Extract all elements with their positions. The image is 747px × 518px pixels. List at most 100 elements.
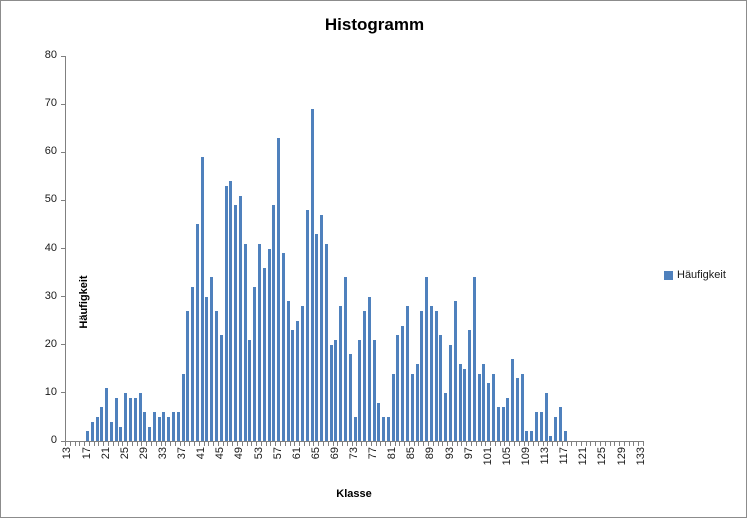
- bar-category-93: [449, 344, 453, 441]
- y-axis-title: Häufigkeit: [78, 275, 90, 329]
- x-tick: [107, 442, 109, 446]
- x-tick: [533, 442, 535, 446]
- x-tick: [141, 442, 143, 446]
- bar-category-74: [358, 339, 362, 441]
- bar-category-96: [463, 368, 467, 441]
- x-tick: [432, 442, 434, 446]
- x-tick: [337, 442, 339, 446]
- bar-category-99: [477, 373, 481, 441]
- x-tick: [566, 442, 568, 446]
- x-tick: [322, 442, 324, 446]
- x-tick-label: 81: [386, 447, 399, 460]
- x-tick: [442, 442, 444, 446]
- y-tick-label: 80: [44, 49, 57, 61]
- x-tick: [327, 442, 329, 446]
- x-tick: [117, 442, 119, 446]
- y-tick-label: 70: [44, 97, 57, 110]
- bar-category-28: [138, 392, 142, 441]
- x-tick-label: 117: [558, 447, 571, 465]
- bar-category-86: [415, 364, 419, 441]
- x-tick: [499, 442, 501, 446]
- bar-category-27: [133, 397, 137, 441]
- bar-category-107: [515, 378, 519, 441]
- x-tick-label: 109: [520, 447, 532, 466]
- x-tick: [528, 442, 530, 446]
- bar-category-81: [391, 373, 395, 441]
- x-tick: [93, 442, 95, 446]
- x-tick-label: 53: [252, 447, 265, 460]
- plot-area: Häufigkeit: [65, 56, 644, 442]
- x-tick: [413, 442, 415, 446]
- legend-swatch-icon: [664, 270, 673, 280]
- bar-category-51: [248, 339, 252, 441]
- x-tick: [260, 442, 262, 446]
- x-tick-label: 69: [328, 447, 341, 460]
- bar-category-115: [554, 416, 558, 441]
- bar-category-40: [195, 224, 199, 441]
- bar-category-35: [171, 412, 175, 441]
- x-tick: [437, 442, 439, 446]
- x-tick: [461, 442, 463, 446]
- x-axis-title: Klasse: [336, 488, 372, 500]
- bar-category-117: [563, 431, 567, 441]
- x-tick-label: 45: [214, 447, 227, 460]
- x-tick: [490, 442, 492, 446]
- bar-category-26: [128, 397, 132, 441]
- x-tick: [576, 442, 578, 446]
- x-tick: [208, 442, 210, 446]
- y-tick: [61, 248, 65, 249]
- x-tick: [380, 442, 382, 446]
- x-tick: [103, 442, 105, 446]
- x-tick: [485, 442, 487, 446]
- bar-category-77: [372, 339, 376, 441]
- x-tick: [389, 442, 391, 446]
- x-tick-label: 33: [156, 447, 169, 460]
- y-tick: [61, 440, 65, 442]
- x-tick-label: 13: [61, 447, 74, 460]
- x-tick: [552, 442, 554, 446]
- x-tick: [275, 442, 277, 446]
- x-tick: [471, 442, 473, 446]
- bar-category-30: [148, 426, 152, 441]
- x-tick-label: 65: [309, 447, 322, 460]
- x-tick: [65, 442, 66, 446]
- x-tick-label: 129: [615, 447, 628, 466]
- bar-category-61: [296, 320, 300, 441]
- bar-category-25: [124, 392, 128, 441]
- x-tick: [174, 442, 176, 446]
- x-tick: [346, 442, 348, 446]
- bar-category-64: [310, 108, 314, 441]
- x-tick: [146, 442, 148, 446]
- y-tick: [61, 296, 65, 298]
- x-tick: [365, 442, 367, 446]
- x-tick: [279, 442, 281, 446]
- x-tick: [342, 442, 344, 446]
- x-tick: [609, 442, 611, 446]
- chart-title: Histogramm: [324, 15, 425, 34]
- x-tick: [561, 442, 563, 446]
- bar-category-95: [458, 364, 462, 441]
- bar-category-48: [234, 205, 238, 441]
- x-tick-label: 25: [118, 447, 131, 460]
- bar-category-38: [186, 311, 190, 441]
- bar-category-114: [549, 436, 553, 441]
- x-tick-label: 89: [424, 447, 437, 460]
- x-tick: [303, 442, 305, 446]
- bar-category-56: [272, 205, 276, 441]
- x-tick: [270, 442, 272, 446]
- bar-category-70: [339, 306, 343, 441]
- x-tick: [619, 442, 621, 446]
- x-tick-label: 133: [634, 447, 647, 466]
- x-tick: [604, 442, 606, 446]
- x-tick: [294, 442, 296, 446]
- bar-category-113: [544, 392, 548, 441]
- x-tick: [494, 442, 496, 446]
- bar-category-20: [100, 407, 104, 441]
- y-tick-label: 40: [44, 241, 57, 254]
- x-tick: [112, 442, 114, 446]
- x-tick: [227, 442, 229, 446]
- x-tick: [542, 442, 544, 446]
- x-tick: [580, 442, 582, 446]
- bar-category-112: [539, 412, 543, 441]
- x-tick: [600, 442, 601, 446]
